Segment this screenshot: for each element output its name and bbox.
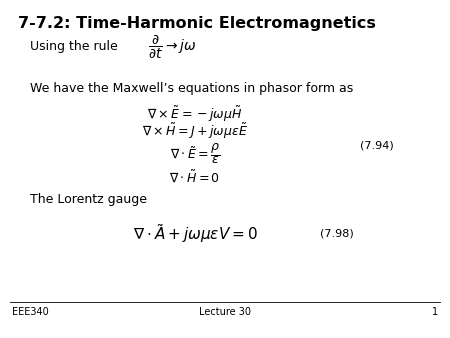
Text: 7-7.2: Time-Harmonic Electromagnetics: 7-7.2: Time-Harmonic Electromagnetics — [18, 16, 376, 31]
Text: $\nabla \cdot \tilde{A} + j\omega\mu\varepsilon V = 0$: $\nabla \cdot \tilde{A} + j\omega\mu\var… — [133, 222, 257, 245]
Text: $\dfrac{\partial}{\partial t} \rightarrow j\omega$: $\dfrac{\partial}{\partial t} \rightarro… — [148, 33, 196, 61]
Text: $\nabla \times \tilde{E} = -j\omega\mu\tilde{H}$: $\nabla \times \tilde{E} = -j\omega\mu\t… — [147, 105, 243, 124]
Text: EEE340: EEE340 — [12, 307, 49, 317]
Text: Using the rule: Using the rule — [30, 40, 118, 53]
Text: (7.98): (7.98) — [320, 228, 354, 238]
Text: We have the Maxwell’s equations in phasor form as: We have the Maxwell’s equations in phaso… — [30, 82, 353, 95]
Text: $\nabla \cdot \tilde{H} = 0$: $\nabla \cdot \tilde{H} = 0$ — [170, 169, 220, 185]
Text: $\nabla \cdot \tilde{E} = \dfrac{\rho}{\varepsilon}$: $\nabla \cdot \tilde{E} = \dfrac{\rho}{\… — [170, 141, 220, 166]
Text: $\nabla \times \tilde{H} = J + j\omega\mu\varepsilon\tilde{E}$: $\nabla \times \tilde{H} = J + j\omega\m… — [142, 122, 248, 141]
Text: 1: 1 — [432, 307, 438, 317]
Text: (7.94): (7.94) — [360, 140, 394, 150]
Text: The Lorentz gauge: The Lorentz gauge — [30, 193, 147, 206]
Text: Lecture 30: Lecture 30 — [199, 307, 251, 317]
